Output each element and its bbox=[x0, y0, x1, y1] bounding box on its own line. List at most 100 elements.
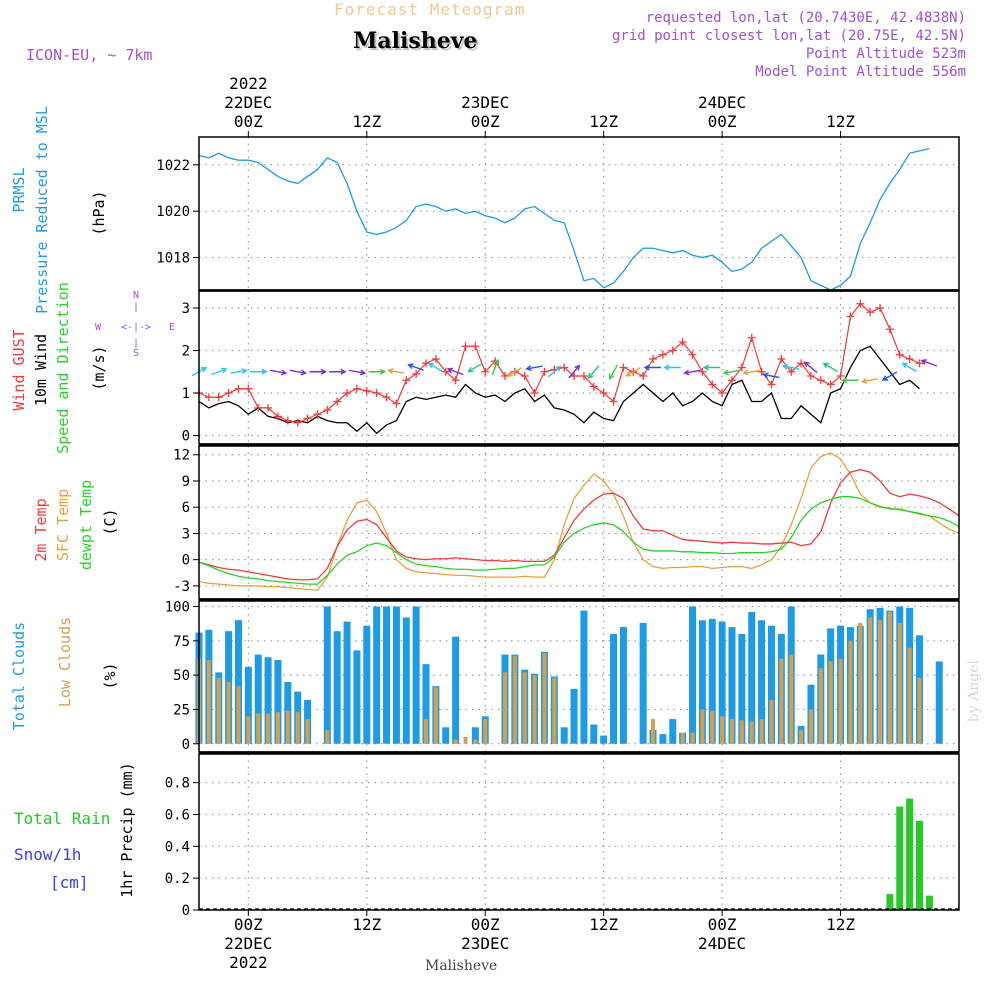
total-cloud-bar bbox=[619, 627, 627, 744]
gust-marker bbox=[826, 380, 835, 389]
y-tick-label: 0.8 bbox=[165, 776, 190, 792]
wind-arrow-head bbox=[221, 367, 228, 374]
gust-marker bbox=[412, 369, 421, 378]
low-cloud-bar bbox=[769, 699, 774, 744]
low-cloud-bar bbox=[206, 660, 211, 744]
gust-marker bbox=[649, 355, 658, 363]
wind-arrow bbox=[447, 368, 464, 376]
frames-layer bbox=[193, 131, 960, 916]
low-cloud-bar bbox=[226, 681, 231, 744]
total-cloud-bar bbox=[669, 719, 677, 744]
wind-arrow-head bbox=[280, 369, 288, 376]
total-cloud-bar bbox=[323, 606, 331, 744]
gust-marker bbox=[461, 342, 470, 351]
y-tick-label: 6 bbox=[182, 500, 190, 516]
gust-marker bbox=[362, 386, 371, 395]
low-cloud-bar bbox=[542, 653, 547, 744]
wind-arrow-head bbox=[241, 368, 248, 375]
compass-s: S bbox=[133, 348, 139, 359]
compass-arrows: <-|-> bbox=[121, 322, 151, 333]
total-cloud-bar bbox=[610, 633, 618, 744]
rain-bar bbox=[896, 806, 904, 910]
gust-marker bbox=[767, 380, 776, 389]
wind-arrow bbox=[723, 369, 740, 374]
low-cloud-bar bbox=[433, 687, 438, 744]
gust-marker bbox=[609, 397, 618, 406]
wind-arrow-head bbox=[663, 364, 670, 371]
model-label: ICON-EU, ~ 7km bbox=[26, 46, 153, 64]
compass-e: E bbox=[169, 322, 175, 333]
gust-marker bbox=[471, 342, 480, 351]
wind-arrow-head bbox=[702, 364, 709, 371]
time-label-top: 00Z bbox=[234, 112, 263, 131]
wind-arrow-head bbox=[587, 372, 594, 379]
gust-marker bbox=[737, 363, 746, 372]
low-cloud-bar bbox=[522, 672, 527, 744]
total-cloud-bar bbox=[363, 625, 371, 744]
total-cloud-bar bbox=[570, 688, 578, 744]
time-label-bottom: 12Z bbox=[826, 915, 855, 934]
low-cloud-bar bbox=[473, 739, 478, 744]
time-label-top: 12Z bbox=[826, 112, 855, 131]
wind-arrow bbox=[269, 369, 286, 374]
low-cloud-bar bbox=[710, 710, 715, 744]
low-cloud-bar bbox=[256, 713, 261, 744]
temp-unit-label: (C) bbox=[101, 508, 119, 535]
total-cloud-bar bbox=[758, 620, 766, 744]
gust-marker bbox=[639, 372, 648, 380]
wind-arrow-head bbox=[467, 366, 474, 373]
gust-marker bbox=[599, 389, 608, 397]
wind-speed-line bbox=[198, 345, 920, 435]
total-cloud-bar bbox=[580, 610, 588, 744]
time-label-top: 12Z bbox=[352, 112, 381, 131]
gust-marker bbox=[905, 355, 914, 363]
total-cloud-bar bbox=[244, 666, 252, 744]
low-cloud-bar bbox=[453, 739, 458, 744]
y-tick-label: 0 bbox=[182, 737, 190, 753]
prmsl-label: PRMSL bbox=[10, 167, 28, 212]
y-tick-label: 75 bbox=[173, 634, 190, 650]
low-cloud-bar bbox=[512, 655, 517, 744]
low-cloud-bar bbox=[858, 622, 863, 744]
wind-arrow-head bbox=[860, 377, 868, 384]
wind-arrow bbox=[743, 369, 760, 374]
wind-arrow bbox=[568, 365, 580, 379]
page-title: Malisheve bbox=[353, 28, 478, 54]
total-cloud-bar bbox=[452, 636, 460, 744]
total-cloud-bar bbox=[689, 606, 697, 744]
time-label-top: 12Z bbox=[589, 112, 618, 131]
wind-direction-label: Speed and Direction bbox=[54, 282, 72, 454]
y-tick-label: 9 bbox=[182, 474, 190, 490]
gust-marker bbox=[540, 367, 549, 376]
sfc-temp-line bbox=[198, 452, 960, 591]
time-label-bottom: 2022 bbox=[229, 953, 268, 972]
pressure-line bbox=[198, 147, 930, 291]
low-cloud-bar bbox=[720, 716, 725, 744]
time-label-top: 22DEC bbox=[224, 93, 272, 112]
time-label-bottom: 23DEC bbox=[461, 934, 509, 953]
y-tick-label: 1020 bbox=[156, 204, 190, 220]
time-label-bottom: 00Z bbox=[471, 915, 500, 934]
gust-marker bbox=[915, 359, 924, 368]
wind-arrow bbox=[507, 367, 523, 377]
low-cloud-bar bbox=[680, 732, 685, 744]
low-cloud-bar bbox=[917, 677, 922, 744]
wind-arrow-head bbox=[901, 362, 908, 369]
low-cloud-bar bbox=[897, 622, 902, 744]
y-tick-label: 0.6 bbox=[165, 807, 190, 823]
total-cloud-bar bbox=[718, 621, 726, 744]
rain-bar bbox=[886, 894, 894, 910]
time-label-top: 00Z bbox=[708, 112, 737, 131]
wind-arrow bbox=[526, 365, 543, 370]
gust-marker bbox=[589, 382, 598, 391]
total-cloud-bar bbox=[639, 622, 647, 744]
wind-arrow-head bbox=[387, 368, 394, 375]
wind-arrow bbox=[902, 362, 917, 373]
wind-arrow bbox=[823, 362, 838, 373]
gust-marker bbox=[352, 384, 361, 393]
total-rain-label: Total Rain bbox=[14, 809, 110, 828]
panel-frame bbox=[198, 600, 960, 753]
low-cloud-bar bbox=[838, 658, 843, 744]
gust-marker bbox=[836, 372, 845, 380]
